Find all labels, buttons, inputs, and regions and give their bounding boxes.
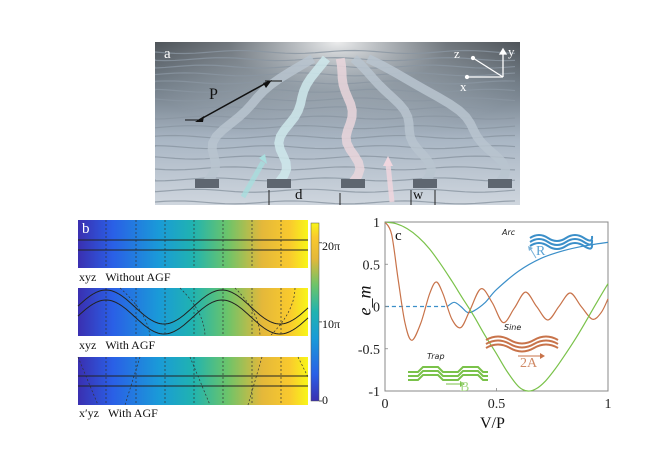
spacing-label: d (295, 187, 303, 203)
background-waveguide (155, 200, 516, 205)
panel-b-label: b (82, 221, 90, 237)
y-tick-label: 0.5 (363, 258, 381, 273)
phase-contour (119, 287, 151, 337)
phase-contour (189, 356, 211, 406)
waveguide-array-render (155, 42, 520, 205)
axis-y-label: y (508, 44, 515, 59)
trap-waveguide-inset-icon (408, 366, 488, 387)
waveguide-boundary-sine (77, 289, 309, 325)
axis-x-label: x (460, 79, 467, 94)
background-waveguide (155, 49, 516, 55)
background-waveguide (155, 97, 516, 102)
arrow-head-icon (383, 156, 393, 166)
input-light-arrow-pink (385, 163, 395, 203)
waveguide-facet (195, 179, 219, 188)
x-axis-label: V/P (480, 415, 505, 432)
input-light-arrow-cyan (240, 160, 266, 199)
width-label: w (413, 188, 424, 203)
waveguide-facet (488, 179, 512, 188)
background-waveguide (155, 80, 516, 85)
series-arc-line (447, 241, 609, 314)
strip2-text: With AGF (105, 338, 156, 352)
x-tick-label: 0.5 (488, 397, 506, 412)
sine-waveguide-inset-icon (485, 335, 559, 359)
strip-without-agf (78, 220, 308, 268)
y-tick-label: -1 (368, 385, 380, 400)
strip2-frame: xyz (79, 338, 97, 352)
strip3-frame: x′yz (79, 406, 99, 420)
panel-b-phase-maps: b xyz Without AGF xyz With AGF x′yz With… (70, 212, 370, 427)
background-waveguide (155, 88, 516, 93)
background-waveguide (155, 155, 516, 160)
waveguide (350, 55, 436, 185)
background-waveguide (155, 188, 516, 193)
colorbar-tick-label: 10π (322, 317, 341, 331)
waveguide-facet (341, 179, 365, 188)
phase-contour (124, 356, 141, 406)
phase-contour (179, 287, 206, 337)
strip1-frame: xyz (79, 270, 97, 284)
y-tick-label: 0 (373, 301, 380, 316)
legend-trap-label: Trap (427, 352, 445, 361)
legend-sine-label: Sine (504, 323, 522, 332)
legend-sine-param: 2A (520, 356, 538, 371)
strip-transformed-with-agf (77, 356, 309, 406)
x-tick-label: 1 (605, 397, 612, 412)
phase-contour (77, 356, 99, 406)
phase-contour (234, 287, 261, 337)
series-trap-line (384, 221, 609, 392)
legend-arc-label: Arc (502, 228, 516, 237)
colorbar (310, 222, 320, 402)
strip3-text: With AGF (107, 406, 158, 420)
background-waveguide (155, 166, 516, 171)
axis-z-label: z (454, 46, 460, 61)
period-label: P (209, 86, 218, 103)
phase-contour (247, 356, 263, 406)
series-sine-line (384, 221, 609, 341)
waveguide-boundary-sine (77, 299, 309, 335)
waveguide (203, 54, 316, 185)
panel-c-chart: 0 0.5 1 1 0.5 0 -0.5 -1 c e_m V/P Arc R Sine 2A (340, 210, 640, 450)
background-waveguide (155, 57, 516, 62)
arc-waveguide-inset-icon (528, 234, 594, 259)
period-arrow (198, 81, 269, 121)
y-tick-label: -0.5 (358, 343, 380, 358)
background-waveguide (155, 64, 516, 69)
strip2-caption: xyz With AGF (79, 338, 155, 353)
arrow-head-icon (259, 154, 267, 164)
legend-arc-param: R (536, 244, 546, 259)
background-waveguide (155, 145, 516, 150)
strip-with-agf (77, 287, 309, 337)
colorbar-tick-label: 0 (322, 393, 328, 407)
strip3-caption: x′yz With AGF (79, 406, 158, 421)
strip1-text: Without AGF (105, 270, 171, 284)
waveguide (335, 57, 365, 185)
y-tick-label: 1 (373, 216, 380, 231)
coordinate-axes-icon (464, 47, 508, 80)
waveguide (365, 54, 511, 185)
waveguide-facet (413, 179, 437, 188)
background-waveguide (155, 125, 516, 130)
panel-c-label: c (395, 228, 402, 244)
phase-map-svg (77, 220, 322, 406)
panel-a-label: a (164, 46, 171, 62)
em-vs-vp-chart: 0 0.5 1 1 0.5 0 -0.5 -1 (358, 216, 612, 412)
background-waveguide (155, 134, 516, 140)
y-axis-label: e_m (354, 285, 375, 316)
strip1-caption: xyz Without AGF (79, 270, 171, 285)
waveguide (274, 55, 330, 185)
background-waveguide (155, 72, 516, 77)
phase-contour (269, 287, 296, 337)
colorbar-tick-label: 20π (322, 239, 341, 253)
x-tick-label: 0 (382, 397, 389, 412)
legend-trap-param: B (460, 380, 470, 395)
panel-a-3d-render: a P d w z y x (155, 42, 520, 205)
waveguide-facet (267, 179, 291, 188)
